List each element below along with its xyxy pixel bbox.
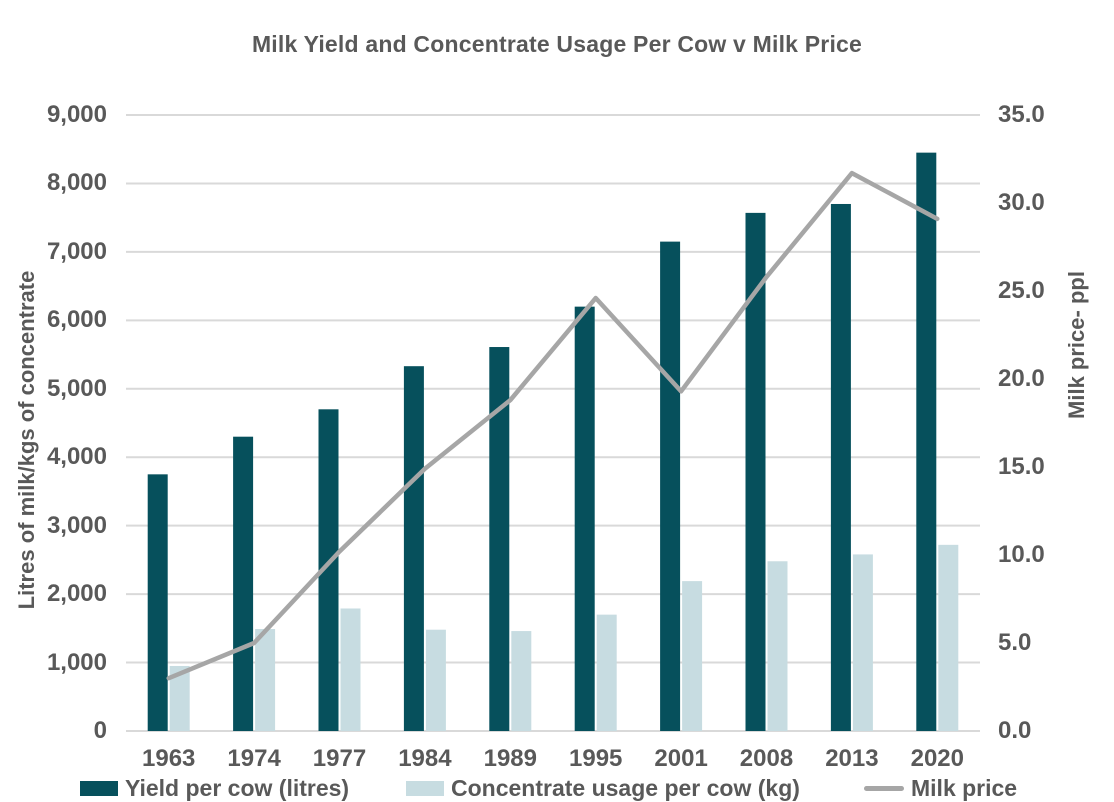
yield-bar-1989 [489, 347, 510, 731]
yield-bar-1963 [147, 474, 168, 731]
concentrate-bar-1974 [255, 629, 276, 731]
yield-bar-1984 [403, 366, 424, 731]
concentrate-bar-1977 [340, 608, 361, 731]
yield-bar-1974 [233, 436, 254, 731]
concentrate-bar-2013 [852, 554, 873, 731]
left-axis-title: Litres of milk/kgs of concentrate [14, 270, 39, 610]
right-axis-title: Milk price- ppl [1064, 271, 1089, 419]
concentrate-bar-1963 [169, 665, 190, 731]
yield-bar-2008 [745, 212, 766, 731]
yield-bar-1995 [574, 306, 595, 731]
yield-bar-1977 [318, 409, 339, 731]
concentrate-bar-2008 [767, 561, 788, 731]
concentrate-bar-1989 [511, 631, 532, 731]
concentrate-bar-1995 [596, 614, 617, 731]
yield-bar-2001 [660, 241, 681, 731]
concentrate-bar-1984 [425, 629, 446, 731]
chart-title: Milk Yield and Concentrate Usage Per Cow… [251, 31, 863, 57]
milk-price-line [166, 170, 940, 681]
concentrate-bar-2020 [938, 544, 959, 731]
yield-bar-2020 [916, 152, 937, 732]
concentrate-bar-2001 [682, 581, 703, 731]
yield-bar-2013 [830, 203, 851, 731]
